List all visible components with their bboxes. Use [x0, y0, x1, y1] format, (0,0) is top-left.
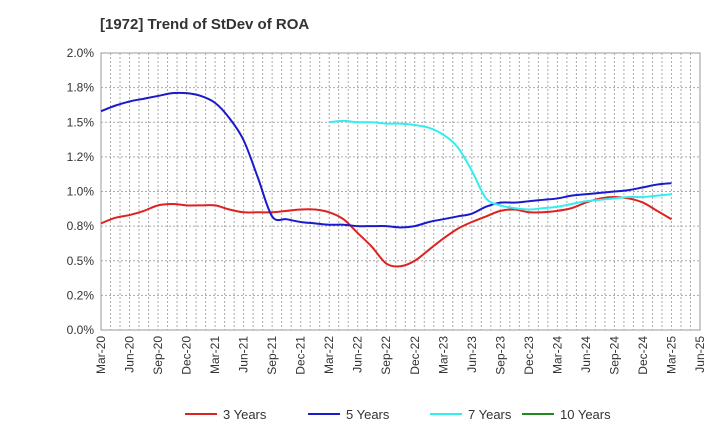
legend-label: 3 Years	[223, 407, 267, 422]
x-tick-label: Mar-22	[322, 336, 336, 374]
y-tick-label: 0.5%	[67, 254, 95, 268]
legend-label: 7 Years	[468, 407, 512, 422]
x-tick-label: Jun-20	[123, 336, 137, 373]
x-tick-label: Sep-24	[607, 336, 621, 375]
series-lines	[100, 91, 672, 268]
x-tick-label: Dec-23	[522, 336, 536, 375]
x-tick-label: Jun-23	[465, 336, 479, 373]
x-tick-label: Dec-21	[294, 336, 308, 375]
y-axis-ticks: 0.0% 0.2% 0.5% 0.8% 1.0% 1.2% 1.5% 1.8% 2.0%	[67, 46, 95, 337]
x-tick-label: Dec-24	[636, 336, 650, 375]
y-tick-label: 1.0%	[67, 185, 95, 199]
x-tick-label: Sep-21	[265, 336, 279, 375]
y-tick-label: 0.8%	[67, 219, 95, 233]
legend-label: 10 Years	[560, 407, 611, 422]
x-tick-label: Dec-20	[180, 336, 194, 375]
y-tick-label: 0.2%	[67, 288, 95, 302]
x-tick-label: Mar-20	[94, 336, 108, 374]
y-tick-label: 1.5%	[67, 115, 95, 129]
series-line	[100, 196, 672, 268]
series-line	[100, 91, 672, 229]
x-tick-label: Jun-21	[237, 336, 251, 373]
x-tick-label: Jun-25	[693, 336, 707, 373]
x-tick-label: Sep-20	[151, 336, 165, 375]
plot-frame	[100, 52, 701, 331]
y-tick-label: 2.0%	[67, 46, 95, 60]
x-tick-label: Mar-23	[436, 336, 450, 374]
x-tick-label: Jun-24	[579, 336, 593, 373]
x-tick-label: Sep-22	[379, 336, 393, 375]
series-line	[329, 119, 672, 211]
x-tick-label: Sep-23	[493, 336, 507, 375]
y-tick-label: 1.8%	[67, 81, 95, 95]
legend-label: 5 Years	[346, 407, 390, 422]
y-tick-label: 1.2%	[67, 150, 95, 164]
x-tick-label: Jun-22	[351, 336, 365, 373]
x-axis-ticks: Mar-20 Jun-20 Sep-20 Dec-20 Mar-21 Jun-21 Sep-…	[94, 336, 707, 375]
x-tick-label: Mar-25	[664, 336, 678, 374]
x-tick-label: Dec-22	[408, 336, 422, 375]
chart-title: [1972] Trend of StDev of ROA	[100, 16, 310, 33]
x-tick-label: Mar-24	[550, 336, 564, 374]
x-tick-label: Mar-21	[208, 336, 222, 374]
legend: 3 Years 5 Years 7 Years 10 Years	[185, 407, 611, 422]
y-tick-label: 0.0%	[67, 323, 95, 337]
